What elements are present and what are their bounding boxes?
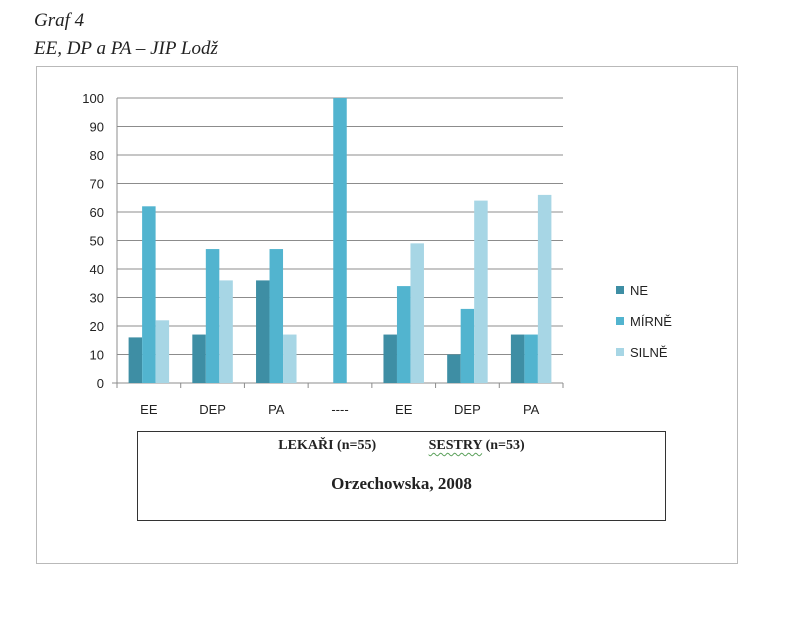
bar-silně-0 [155, 320, 170, 383]
y-tick-label: 90 [90, 120, 104, 135]
bar-mírně-0 [142, 206, 156, 383]
y-tick-label: 60 [90, 205, 104, 220]
x-tick-label: EE [395, 402, 413, 417]
bar-mírně-5 [460, 308, 475, 383]
x-tick-label: EE [140, 402, 158, 417]
y-tick-label: 10 [90, 348, 104, 363]
bar-silně-6 [537, 194, 552, 383]
figure-caption: EE, DP a PA – JIP Lodž [34, 38, 218, 59]
x-tick-label: ---- [331, 402, 348, 417]
bar-ne-0 [128, 337, 143, 383]
bar-mírně-1 [205, 249, 220, 383]
nurses-label: SESTRY (n=53) [429, 438, 525, 453]
x-tick-label: PA [523, 402, 540, 417]
x-tick-label: PA [268, 402, 285, 417]
legend-swatch-0 [616, 286, 624, 294]
bar-ne-6 [510, 334, 525, 383]
y-tick-label: 100 [82, 91, 104, 106]
nurses-count: (n=53) [485, 438, 525, 453]
legend-label-1: MÍRNĚ [630, 314, 672, 329]
y-tick-label: 50 [90, 234, 104, 249]
bar-mírně-6 [524, 334, 538, 383]
bar-mírně-2 [269, 249, 284, 383]
legend-swatch-2 [616, 348, 624, 356]
chart-frame [36, 66, 738, 564]
bar-ne-5 [447, 354, 461, 383]
figure-number: Graf 4 [34, 10, 85, 31]
y-tick-label: 70 [90, 177, 104, 192]
doctors-label: LEKAŘI (n=55) [278, 438, 377, 453]
bar-silně-1 [219, 280, 233, 383]
legend-label-2: SILNĚ [630, 345, 668, 360]
y-tick-label: 0 [97, 376, 104, 391]
bar-mírně-4 [396, 286, 411, 383]
bar-ne-4 [383, 334, 397, 383]
x-tick-label: DEP [199, 402, 226, 417]
bar-silně-5 [474, 200, 488, 383]
y-tick-label: 30 [90, 291, 104, 306]
x-tick-label: DEP [454, 402, 481, 417]
bar-silně-4 [410, 243, 424, 383]
legend-label-0: NE [630, 283, 648, 298]
note-box: LEKAŘI (n=55) SESTRY (n=53) Orzechowska,… [137, 431, 666, 521]
legend-swatch-1 [616, 317, 624, 325]
nurses-word: SESTRY [428, 438, 483, 453]
y-tick-label: 80 [90, 148, 104, 163]
group-labels: LEKAŘI (n=55) SESTRY (n=53) [138, 438, 665, 454]
bar-silně-2 [283, 334, 297, 383]
y-tick-label: 20 [90, 319, 104, 334]
bar-ne-1 [192, 334, 206, 383]
bar-ne-2 [256, 280, 270, 383]
bar-mírně-3 [333, 98, 347, 383]
source-label: Orzechowska, 2008 [331, 474, 472, 493]
y-tick-label: 40 [90, 262, 104, 277]
